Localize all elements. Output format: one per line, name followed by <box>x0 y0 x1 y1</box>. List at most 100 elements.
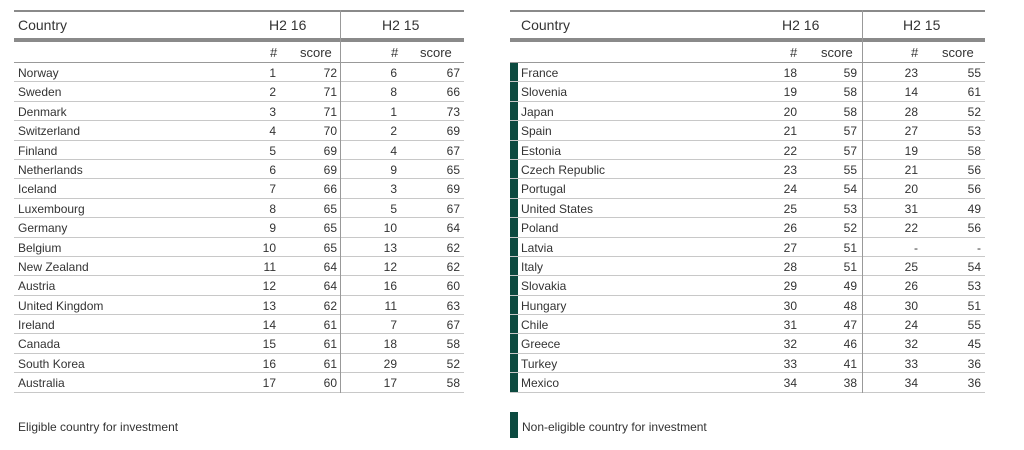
score-h2-15-cell: 55 <box>967 318 981 333</box>
rank-h2-16-cell: 23 <box>783 162 797 177</box>
table-row: Netherlands 6 69 9 65 <box>14 160 464 180</box>
country-cell: Canada <box>18 337 61 352</box>
rank-h2-16-cell: 14 <box>262 318 276 333</box>
table-row: Poland 26 52 22 56 <box>510 218 985 238</box>
rank-h2-16-cell: 24 <box>783 182 797 197</box>
rank-h2-15-cell: 32 <box>904 337 918 352</box>
rank-h2-16-cell: 6 <box>269 162 276 177</box>
rank-h2-15-cell: 17 <box>383 376 397 391</box>
country-cell: Netherlands <box>18 162 83 177</box>
score-h2-15-cell: 58 <box>446 376 460 391</box>
score-h2-15-cell: 61 <box>967 85 981 100</box>
score-h2-15-cell: 56 <box>967 162 981 177</box>
rank-h2-16-cell: 30 <box>783 298 797 313</box>
rank-h2-16-cell: 8 <box>269 201 276 216</box>
table-row: Italy 28 51 25 54 <box>510 256 985 277</box>
rank-h2-15-cell: 31 <box>904 201 918 216</box>
score-h2-16-cell: 65 <box>323 221 337 236</box>
score-h2-15-cell: 52 <box>967 104 981 119</box>
rank-h2-15-cell: 30 <box>904 298 918 313</box>
country-cell: Australia <box>18 376 65 391</box>
rank-h2-15-cell: 13 <box>383 240 397 255</box>
score-h2-16-cell: 65 <box>323 201 337 216</box>
score-h2-15-cell: 67 <box>446 201 460 216</box>
score-h2-15-cell: 52 <box>446 356 460 371</box>
score-header: score <box>420 45 452 60</box>
rank-h2-15-cell: 27 <box>904 124 918 139</box>
rank-h2-15-cell: 19 <box>904 143 918 158</box>
country-cell: Poland <box>521 221 559 236</box>
non-eligible-marker <box>510 82 518 101</box>
rank-h2-16-cell: 19 <box>783 85 797 100</box>
rank-h2-15-cell: 33 <box>904 356 918 371</box>
score-h2-15-cell: 69 <box>446 182 460 197</box>
rank-header: # <box>391 45 399 60</box>
score-h2-15-cell: 54 <box>967 259 981 274</box>
rank-h2-15-cell: 8 <box>390 85 397 100</box>
table-body: Norway 1 72 6 67 Sweden 2 71 8 66 Denmark 3 71 1 73 Swi… <box>14 63 464 393</box>
rank-h2-16-cell: 26 <box>783 221 797 236</box>
rank-h2-16-cell: 34 <box>783 376 797 391</box>
table-row: Sweden 2 71 8 66 <box>14 82 464 102</box>
eligible-legend-label: Eligible country for investment <box>18 420 179 434</box>
non-eligible-marker <box>510 276 518 295</box>
country-cell: Belgium <box>18 240 62 255</box>
table-row: Greece 32 46 32 45 <box>510 334 985 354</box>
score-h2-15-cell: 67 <box>446 66 460 80</box>
score-h2-15-cell: 58 <box>446 337 460 352</box>
country-cell: Italy <box>521 259 544 274</box>
score-h2-15-cell: 53 <box>967 124 981 139</box>
country-cell: Ireland <box>18 318 55 333</box>
country-cell: France <box>521 66 559 80</box>
score-h2-16-cell: 70 <box>323 124 337 139</box>
score-h2-15-cell: 67 <box>446 318 460 333</box>
non-eligible-marker <box>510 101 518 121</box>
period-h2-15-header: H2 15 <box>903 17 941 33</box>
rank-h2-16-cell: 10 <box>262 240 276 255</box>
non-eligible-countries-table: Country H2 16 H2 15 # score # score Fran… <box>510 10 985 393</box>
country-cell: Luxembourg <box>18 201 85 216</box>
score-h2-15-cell: 58 <box>967 143 981 158</box>
score-h2-16-cell: 48 <box>843 298 857 313</box>
score-h2-15-cell: 53 <box>967 279 981 294</box>
non-eligible-marker <box>510 237 518 256</box>
table-body: France 18 59 23 55 Slovenia 19 58 14 61 Japan 20 58 2… <box>510 63 985 393</box>
score-h2-16-cell: 51 <box>843 240 857 255</box>
period-h2-15-header: H2 15 <box>382 17 420 33</box>
rank-header: # <box>790 45 798 60</box>
rank-header: # <box>911 45 919 60</box>
score-h2-15-cell: 73 <box>446 104 460 119</box>
rank-h2-15-cell: 7 <box>390 318 397 333</box>
score-h2-16-cell: 61 <box>323 356 337 371</box>
country-cell: Iceland <box>18 182 57 197</box>
country-cell: Estonia <box>521 143 562 158</box>
table-row: Australia 17 60 17 58 <box>14 373 464 393</box>
score-h2-16-cell: 64 <box>323 259 337 274</box>
score-h2-16-cell: 54 <box>843 182 857 197</box>
country-cell: Spain <box>521 124 552 139</box>
rank-h2-15-cell: 14 <box>904 85 918 100</box>
table-row: Mexico 34 38 34 36 <box>510 373 985 393</box>
rank-h2-16-cell: 22 <box>783 143 797 158</box>
non-eligible-legend-label: Non-eligible country for investment <box>522 420 707 434</box>
country-cell: Mexico <box>521 376 560 391</box>
score-h2-16-cell: 58 <box>843 85 857 100</box>
non-eligible-marker <box>510 140 518 159</box>
country-cell: Portugal <box>521 182 566 197</box>
country-cell: Slovenia <box>521 85 568 100</box>
table-row: Luxembourg 8 65 5 67 <box>14 199 464 219</box>
table-row: Latvia 27 51 - - <box>510 237 985 257</box>
rank-h2-15-cell: 18 <box>383 337 397 352</box>
rank-h2-15-cell: 6 <box>390 66 397 80</box>
country-cell: Switzerland <box>18 124 81 139</box>
score-h2-16-cell: 65 <box>323 240 337 255</box>
score-header: score <box>821 45 853 60</box>
score-h2-16-cell: 71 <box>323 85 337 100</box>
country-cell: United Kingdom <box>18 298 104 313</box>
non-eligible-marker <box>510 334 518 353</box>
rank-h2-15-cell: 21 <box>904 162 918 177</box>
rank-h2-15-cell: 3 <box>390 182 397 197</box>
eligible-countries-table: Country H2 16 H2 15 # score # score Norw… <box>14 10 464 393</box>
table-row: Hungary 30 48 30 51 <box>510 295 985 316</box>
score-h2-16-cell: 55 <box>843 162 857 177</box>
